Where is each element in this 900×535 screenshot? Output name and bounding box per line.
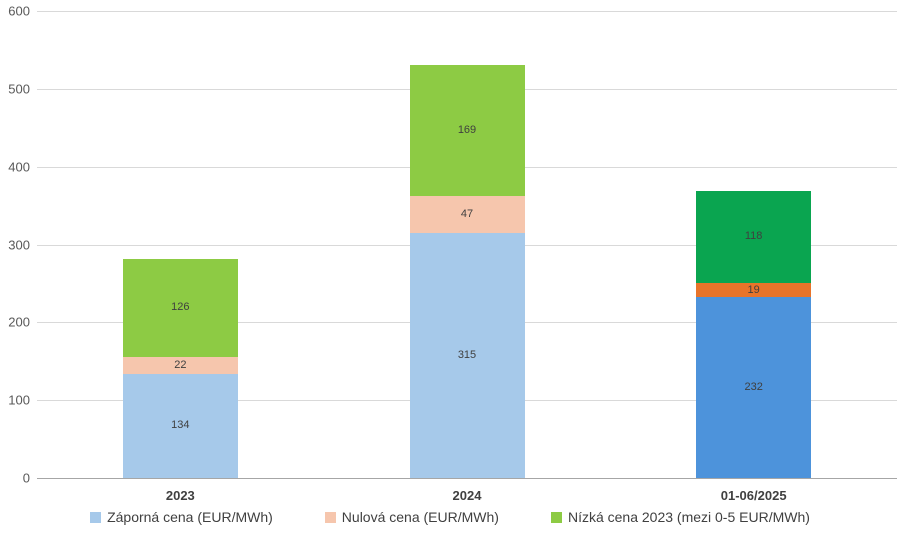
data-label-2023-zaporna-cena: 134: [171, 419, 190, 432]
bar-segment-2024-nizka-cena: 169: [409, 64, 525, 197]
legend-swatch-icon-zaporna-cena: [90, 511, 102, 523]
bar-segment-2023-zaporna-cena: 134: [122, 373, 238, 478]
legend-item-nulova-cena: Nulová cena (EUR/MWh): [324, 509, 499, 525]
data-label-2023-nizka-cena: 126: [171, 301, 190, 314]
bar-segment-01-06-2025-zaporna-cena: 232: [696, 297, 812, 478]
legend-label-nulova-cena: Nulová cena (EUR/MWh): [341, 509, 499, 525]
bar-segment-01-06-2025-nulova-cena: 19: [696, 282, 812, 298]
y-axis-tick-400: 400: [8, 159, 30, 175]
data-label-01-06-2025-nulova-cena: 19: [747, 283, 760, 296]
y-axis-tick-600: 600: [8, 3, 30, 19]
data-label-2023-nulova-cena: 22: [174, 358, 187, 371]
legend-item-zaporna-cena: Záporná cena (EUR/MWh): [90, 509, 273, 525]
x-axis-line: [37, 478, 897, 479]
legend-item-nizka-cena: Nízká cena 2023 (mezi 0-5 EUR/MWh): [550, 509, 810, 525]
bar-segment-2023-nizka-cena: 126: [122, 258, 238, 357]
y-axis-tick-200: 200: [8, 314, 30, 330]
data-label-01-06-2025-zaporna-cena: 232: [744, 381, 763, 394]
legend-swatch-icon-nizka-cena: [550, 511, 562, 523]
y-axis-tick-0: 0: [22, 470, 30, 486]
x-axis-label-2024: 2024: [452, 488, 482, 503]
bar-segment-2024-zaporna-cena: 315: [409, 232, 525, 478]
y-axis-tick-500: 500: [8, 81, 30, 97]
legend-label-nizka-cena: Nízká cena 2023 (mezi 0-5 EUR/MWh): [567, 509, 810, 525]
x-axis-label-2023: 2023: [165, 488, 195, 503]
data-label-01-06-2025-nizka-cena: 118: [744, 230, 763, 243]
legend-swatch-icon-nulova-cena: [324, 511, 336, 523]
data-label-2024-nizka-cena: 169: [457, 123, 477, 136]
bar-segment-2023-nulova-cena: 22: [122, 356, 238, 374]
gridline-600: [37, 11, 897, 12]
x-axis-label-01-06-2025: 01-06/2025: [720, 488, 787, 503]
data-label-2024-zaporna-cena: 315: [457, 348, 477, 361]
data-label-2024-nulova-cena: 47: [460, 208, 474, 221]
bar-segment-01-06-2025-nizka-cena: 118: [696, 190, 812, 283]
y-axis-tick-100: 100: [8, 392, 30, 408]
legend: Záporná cena (EUR/MWh) Nulová cena (EUR/M…: [0, 509, 900, 525]
bar-segment-2024-nulova-cena: 47: [409, 196, 525, 233]
legend-label-zaporna-cena: Záporná cena (EUR/MWh): [107, 509, 273, 525]
y-axis-tick-300: 300: [8, 237, 30, 253]
